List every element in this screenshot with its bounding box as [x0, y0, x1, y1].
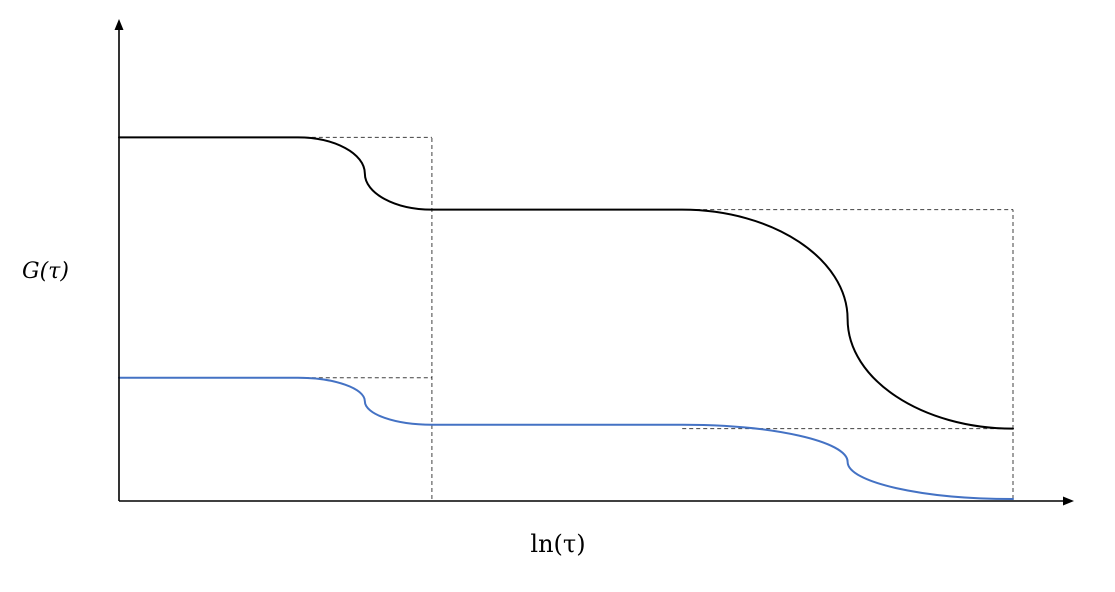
series-line-0	[118, 136, 1014, 430]
x-axis-label: ln(τ)	[530, 530, 585, 558]
series-line-1	[118, 376, 1014, 500]
x-axis-arrow-icon	[1063, 496, 1074, 506]
y-axis-arrow-icon	[114, 19, 124, 30]
series-group	[118, 136, 1014, 500]
guide-lines	[297, 136, 1014, 499]
y-axis-label: G(τ)	[22, 259, 69, 284]
